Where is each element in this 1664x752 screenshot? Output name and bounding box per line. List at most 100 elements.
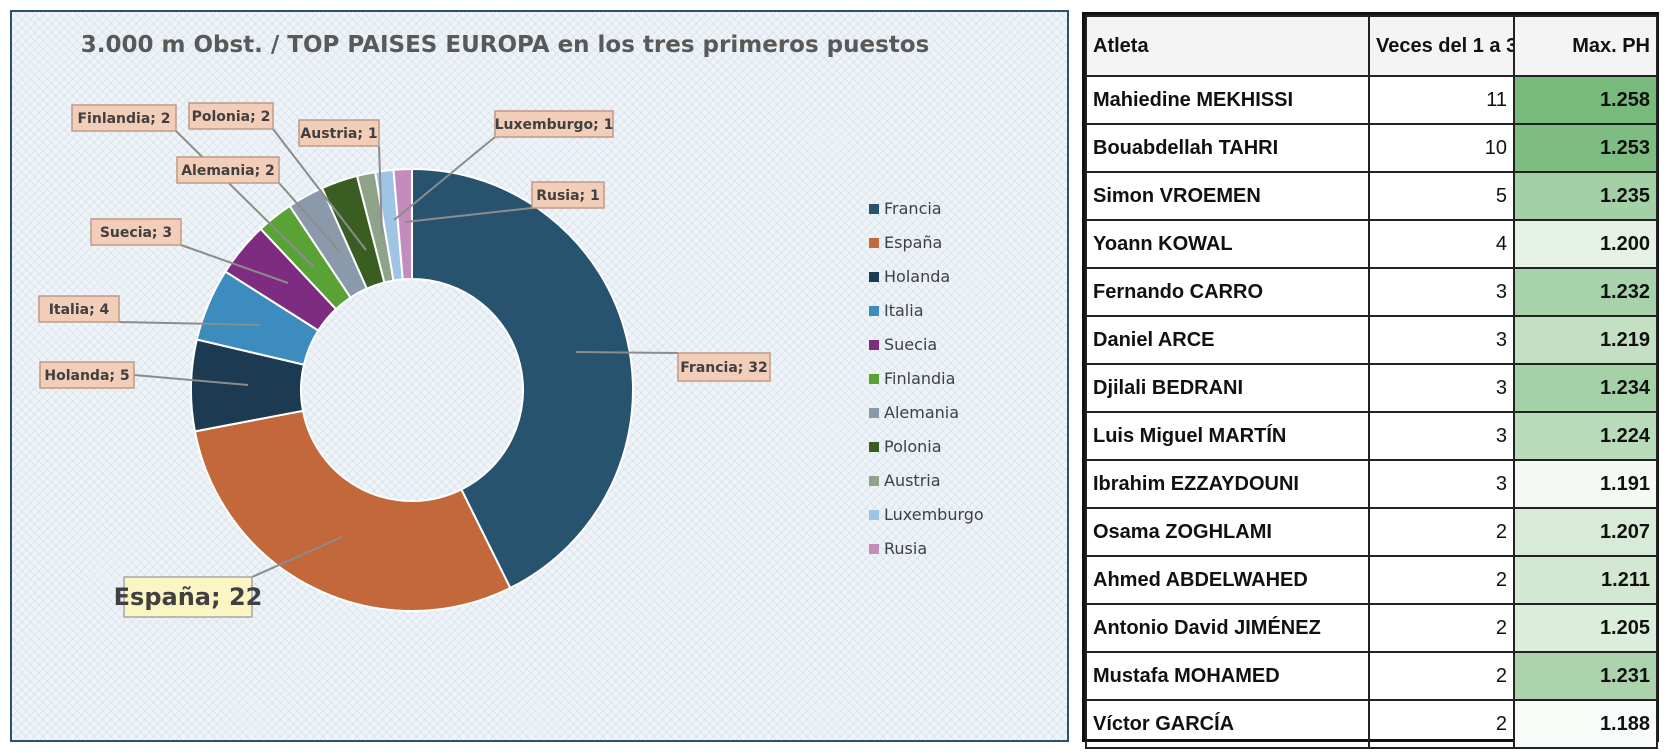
data-label-box bbox=[188, 102, 274, 130]
athlete-name: Simon VROEMEN bbox=[1085, 171, 1370, 221]
legend-item-alemania: Alemania bbox=[869, 403, 959, 422]
max-ph: 1.235 bbox=[1513, 171, 1658, 221]
table-row: Djilali BEDRANI 3 1.234 bbox=[1085, 363, 1658, 413]
leader-line-francia bbox=[575, 351, 679, 354]
table-header-row: Atleta Veces del 1 a 3 Max. PH bbox=[1085, 15, 1658, 77]
athlete-name: Ibrahim EZZAYDOUNI bbox=[1085, 459, 1370, 509]
podium-count: 4 bbox=[1368, 219, 1515, 269]
data-label-box bbox=[298, 119, 380, 147]
data-label-text: Polonia; 2 bbox=[192, 109, 271, 125]
header-atleta: Atleta bbox=[1085, 15, 1370, 77]
leader-line-luxemburgo bbox=[393, 136, 496, 221]
legend-label: Suecia bbox=[884, 335, 937, 354]
data-label-text: Italia; 4 bbox=[49, 302, 110, 318]
athletes-table-panel: Atleta Veces del 1 a 3 Max. PH Mahiedine… bbox=[1082, 12, 1659, 749]
data-label-holanda: Holanda; 5 bbox=[39, 361, 135, 389]
athlete-name: Mustafa MOHAMED bbox=[1085, 651, 1370, 701]
legend-swatch bbox=[869, 476, 879, 486]
data-label-text: Austria; 1 bbox=[300, 126, 377, 142]
max-ph: 1.200 bbox=[1513, 219, 1658, 269]
data-label-francia: Francia; 32 bbox=[677, 352, 771, 382]
leader-line-suecia bbox=[180, 244, 289, 284]
max-ph: 1.258 bbox=[1513, 75, 1658, 125]
podium-count: 2 bbox=[1368, 699, 1515, 749]
athlete-name: Djilali BEDRANI bbox=[1085, 363, 1370, 413]
leader-line-holanda bbox=[133, 374, 249, 386]
podium-count: 3 bbox=[1368, 459, 1515, 509]
table-row: Daniel ARCE 3 1.219 bbox=[1085, 315, 1658, 365]
max-ph: 1.232 bbox=[1513, 267, 1658, 317]
table-row: Luis Miguel MARTÍN 3 1.224 bbox=[1085, 411, 1658, 461]
data-label-box bbox=[176, 156, 280, 184]
podium-count: 10 bbox=[1368, 123, 1515, 173]
athlete-name: Daniel ARCE bbox=[1085, 315, 1370, 365]
legend-label: Luxemburgo bbox=[884, 505, 984, 524]
legend-item-holanda: Holanda bbox=[869, 267, 950, 286]
athlete-name: Osama ZOGHLAMI bbox=[1085, 507, 1370, 557]
max-ph: 1.219 bbox=[1513, 315, 1658, 365]
data-label-finlandia: Finlandia; 2 bbox=[71, 104, 177, 132]
legend-swatch bbox=[869, 510, 879, 520]
data-label-espana: España; 22 bbox=[114, 576, 263, 618]
data-label-box bbox=[494, 110, 614, 138]
data-label-box bbox=[677, 352, 771, 382]
data-label-text: Rusia; 1 bbox=[536, 188, 600, 204]
table-row: Víctor GARCÍA 2 1.188 bbox=[1085, 699, 1658, 749]
legend-swatch bbox=[869, 374, 879, 384]
data-label-text: España; 22 bbox=[114, 583, 263, 611]
table-row: Simon VROEMEN 5 1.235 bbox=[1085, 171, 1658, 221]
data-label-box bbox=[38, 295, 120, 323]
table-row: Mustafa MOHAMED 2 1.231 bbox=[1085, 651, 1658, 701]
athlete-name: Antonio David JIMÉNEZ bbox=[1085, 603, 1370, 653]
leader-line-rusia bbox=[404, 207, 533, 223]
data-label-suecia: Suecia; 3 bbox=[90, 218, 182, 246]
table-row: Mahiedine MEKHISSI 11 1.258 bbox=[1085, 75, 1658, 125]
podium-count: 3 bbox=[1368, 315, 1515, 365]
data-label-box bbox=[123, 576, 253, 618]
leader-line-alemania bbox=[278, 182, 341, 253]
max-ph: 1.231 bbox=[1513, 651, 1658, 701]
max-ph: 1.224 bbox=[1513, 411, 1658, 461]
legend-label: Finlandia bbox=[884, 369, 955, 388]
data-label-luxemburgo: Luxemburgo; 1 bbox=[494, 110, 614, 138]
table-row: Ibrahim EZZAYDOUNI 3 1.191 bbox=[1085, 459, 1658, 509]
legend-label: Rusia bbox=[884, 539, 927, 558]
legend-item-francia: Francia bbox=[869, 199, 942, 218]
legend-item-italia: Italia bbox=[869, 301, 924, 320]
max-ph: 1.188 bbox=[1513, 699, 1658, 749]
leader-line-finlandia bbox=[175, 130, 315, 268]
legend-label: Francia bbox=[884, 199, 942, 218]
data-label-text: Alemania; 2 bbox=[181, 163, 275, 179]
table-row: Fernando CARRO 3 1.232 bbox=[1085, 267, 1658, 317]
data-label-alemania: Alemania; 2 bbox=[176, 156, 280, 184]
header-veces: Veces del 1 a 3 bbox=[1368, 15, 1515, 77]
legend-swatch bbox=[869, 238, 879, 248]
table-row: Bouabdellah TAHRI 10 1.253 bbox=[1085, 123, 1658, 173]
athletes-table: Atleta Veces del 1 a 3 Max. PH Mahiedine… bbox=[1085, 15, 1658, 749]
max-ph: 1.191 bbox=[1513, 459, 1658, 509]
slice-francia bbox=[411, 167, 634, 590]
slice-espana bbox=[193, 409, 512, 612]
table-row: Yoann KOWAL 4 1.200 bbox=[1085, 219, 1658, 269]
table-row: Antonio David JIMÉNEZ 2 1.205 bbox=[1085, 603, 1658, 653]
data-label-text: Francia; 32 bbox=[680, 360, 768, 376]
podium-count: 2 bbox=[1368, 555, 1515, 605]
leader-line-austria bbox=[378, 145, 383, 235]
legend-swatch bbox=[869, 272, 879, 282]
legend-swatch bbox=[869, 408, 879, 418]
legend-item-polonia: Polonia bbox=[869, 437, 942, 456]
podium-count: 3 bbox=[1368, 363, 1515, 413]
leader-line-italia bbox=[118, 321, 261, 326]
legend-label: Holanda bbox=[884, 267, 950, 286]
data-label-text: Suecia; 3 bbox=[100, 225, 172, 241]
podium-count: 3 bbox=[1368, 267, 1515, 317]
doughnut-chart: 3.000 m Obst. / TOP PAISES EUROPA en los… bbox=[38, 32, 984, 618]
max-ph: 1.234 bbox=[1513, 363, 1658, 413]
data-label-polonia: Polonia; 2 bbox=[188, 102, 274, 130]
legend-swatch bbox=[869, 204, 879, 214]
data-label-text: Holanda; 5 bbox=[44, 368, 129, 384]
legend-swatch bbox=[869, 340, 879, 350]
legend-item-luxemburgo: Luxemburgo bbox=[869, 505, 984, 524]
legend-label: España bbox=[884, 233, 942, 252]
table-row: Ahmed ABDELWAHED 2 1.211 bbox=[1085, 555, 1658, 605]
